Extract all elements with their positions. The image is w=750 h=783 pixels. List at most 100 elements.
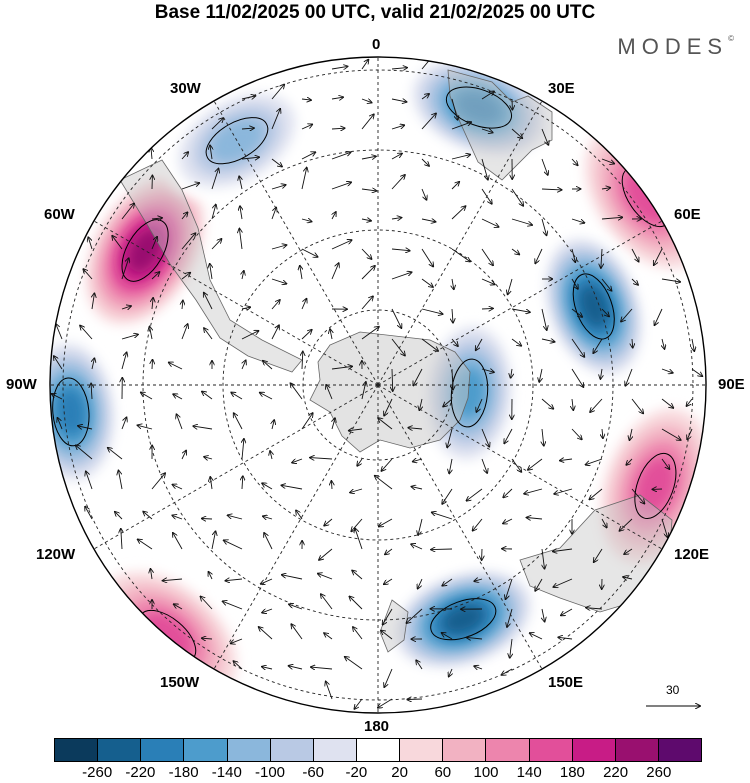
wind-arrow [152, 360, 153, 370]
wind-arrow [282, 575, 303, 580]
colorbar-tick-label: -220 [125, 764, 156, 781]
wind-arrow [655, 308, 663, 325]
wind-arrow [331, 366, 352, 369]
wind-arrow [355, 528, 363, 550]
wind-arrow [391, 308, 401, 328]
wind-arrow [541, 158, 548, 175]
wind-arrow [204, 328, 213, 340]
colorbar-tick-label: 60 [434, 764, 452, 781]
wind-arrow [442, 488, 453, 504]
wind-arrow [289, 666, 303, 669]
wind-arrow [151, 473, 165, 490]
lon-label-60w: 60W [44, 206, 75, 223]
wind-arrow [264, 533, 273, 550]
lon-label-90e: 90E [718, 376, 745, 393]
wind-arrow [151, 218, 162, 219]
wind-arrow [352, 571, 363, 580]
wind-arrow [85, 507, 93, 520]
wind-arrow [589, 488, 603, 499]
wind-arrow [662, 338, 665, 349]
wind-arrow [330, 329, 332, 340]
wind-arrow [210, 477, 212, 490]
wind-arrow [474, 579, 483, 581]
wind-arrow [535, 578, 543, 591]
wind-arrow [361, 189, 376, 191]
wind-arrow [691, 368, 702, 376]
wind-arrow [331, 66, 348, 69]
wind-arrow [361, 114, 374, 130]
wind-arrow [379, 518, 393, 527]
wind-arrow [481, 278, 495, 284]
wind-arrow [384, 398, 393, 416]
wind-arrow [121, 529, 122, 550]
wind-arrow [58, 418, 63, 430]
wind-arrow [291, 383, 303, 400]
wind-arrow [357, 458, 363, 466]
colorbar-segment [313, 739, 357, 761]
wind-arrow [375, 476, 393, 490]
wind-arrow [173, 485, 183, 490]
wind-arrow [511, 368, 512, 378]
wind-arrow [467, 488, 483, 501]
wind-arrow [451, 155, 470, 160]
wind-arrow [152, 298, 153, 310]
latitude-circle-60s [222, 229, 534, 541]
wind-arrow [361, 219, 371, 221]
wind-arrow [271, 85, 284, 100]
meridian-line [93, 384, 379, 550]
wind-arrow [560, 459, 573, 461]
wind-arrow [586, 608, 603, 609]
wind-arrow [419, 398, 422, 410]
colorbar-segment [529, 739, 573, 761]
wind-arrow [391, 154, 402, 160]
wind-arrow [54, 356, 63, 370]
wind-arrow [271, 278, 286, 284]
wind-arrow [451, 122, 471, 130]
wind-arrow [620, 518, 633, 531]
wind-arrow [263, 361, 273, 370]
wind-arrow [181, 152, 188, 160]
wind-arrow [474, 666, 483, 669]
wind-arrow [78, 426, 93, 429]
wind-arrow [601, 248, 602, 268]
wind-arrow [391, 218, 401, 219]
colorbar-segment [184, 739, 228, 761]
wind-arrow [511, 248, 519, 254]
wind-vectors [52, 57, 703, 709]
wind-arrow [593, 338, 603, 353]
wind-arrow [391, 272, 412, 280]
meridian-line [213, 384, 379, 670]
wind-arrow [361, 60, 368, 70]
wind-arrow [631, 278, 638, 285]
wind-arrow [169, 363, 183, 370]
colorbar-segment [141, 739, 185, 761]
wind-arrow [661, 398, 673, 408]
wind-arrow [354, 698, 363, 709]
wind-arrow [202, 638, 213, 639]
wind-arrow [291, 624, 303, 640]
wind-arrow [141, 393, 153, 400]
wind-arrow [421, 113, 436, 130]
wind-arrow [406, 608, 423, 623]
colorbar-segment [486, 739, 530, 761]
wind-arrow [242, 439, 244, 460]
wind-arrow [449, 668, 452, 677]
wind-arrow [418, 578, 423, 589]
wind-arrow [241, 331, 259, 340]
wind-arrow [384, 578, 393, 584]
lon-label-30e: 30E [548, 80, 575, 97]
wind-arrow [542, 608, 545, 622]
wind-arrow [542, 428, 544, 446]
wind-arrow [421, 188, 427, 200]
wind-arrow [151, 272, 159, 280]
wind-arrow [331, 481, 332, 490]
wind-arrow [411, 487, 423, 489]
wind-arrow [292, 458, 303, 463]
colorbar-segment [98, 739, 142, 761]
wind-arrow [231, 393, 243, 400]
wind-arrow [270, 451, 272, 460]
wind-arrow [541, 128, 548, 145]
wind-arrow [361, 327, 379, 340]
lon-label-90w: 90W [6, 376, 37, 393]
